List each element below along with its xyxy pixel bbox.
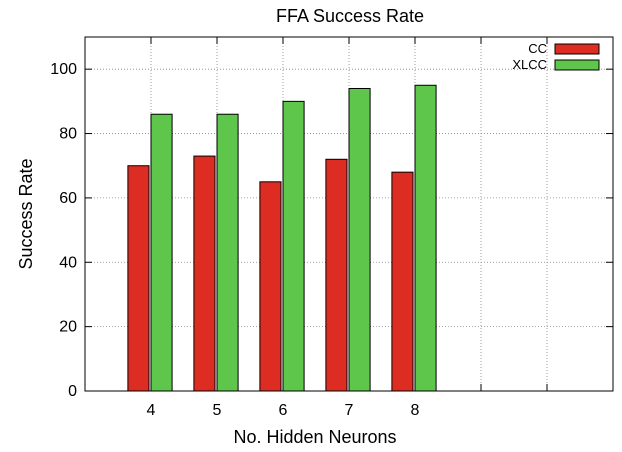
bar-xlcc <box>150 113 173 392</box>
y-tick-label: 0 <box>68 383 77 400</box>
y-axis-label: Success Rate <box>16 158 36 269</box>
bar-cc <box>259 181 282 392</box>
x-tick-label: 7 <box>345 402 354 419</box>
legend-label: CC <box>528 41 547 56</box>
bar-xlcc <box>216 113 239 392</box>
y-tick-label: 20 <box>59 319 77 336</box>
bar-cc <box>193 155 216 392</box>
x-axis-ticks: 4 5 6 7 8 <box>147 37 548 419</box>
x-axis-label: No. Hidden Neurons <box>233 427 396 447</box>
y-tick-label: 60 <box>59 190 77 207</box>
x-tick-label: 6 <box>279 402 288 419</box>
bar-cc <box>325 158 348 392</box>
bar-cc <box>127 165 150 392</box>
legend-swatch <box>554 59 600 71</box>
chart-title: FFA Success Rate <box>276 6 424 26</box>
y-tick-label: 80 <box>59 126 77 143</box>
y-tick-label: 100 <box>50 61 77 78</box>
legend-label: XLCC <box>512 57 547 72</box>
x-tick-label: 4 <box>147 402 156 419</box>
bar-xlcc <box>414 84 437 392</box>
bar-cc <box>391 171 414 392</box>
y-tick-label: 40 <box>59 254 77 271</box>
x-tick-label: 8 <box>411 402 420 419</box>
bar-xlcc <box>348 87 371 392</box>
legend-swatch <box>554 43 600 55</box>
x-tick-label: 5 <box>213 402 222 419</box>
bar-xlcc <box>282 100 305 392</box>
y-axis-ticks: 0 20 40 60 80 100 <box>50 61 613 400</box>
bars <box>127 84 437 392</box>
